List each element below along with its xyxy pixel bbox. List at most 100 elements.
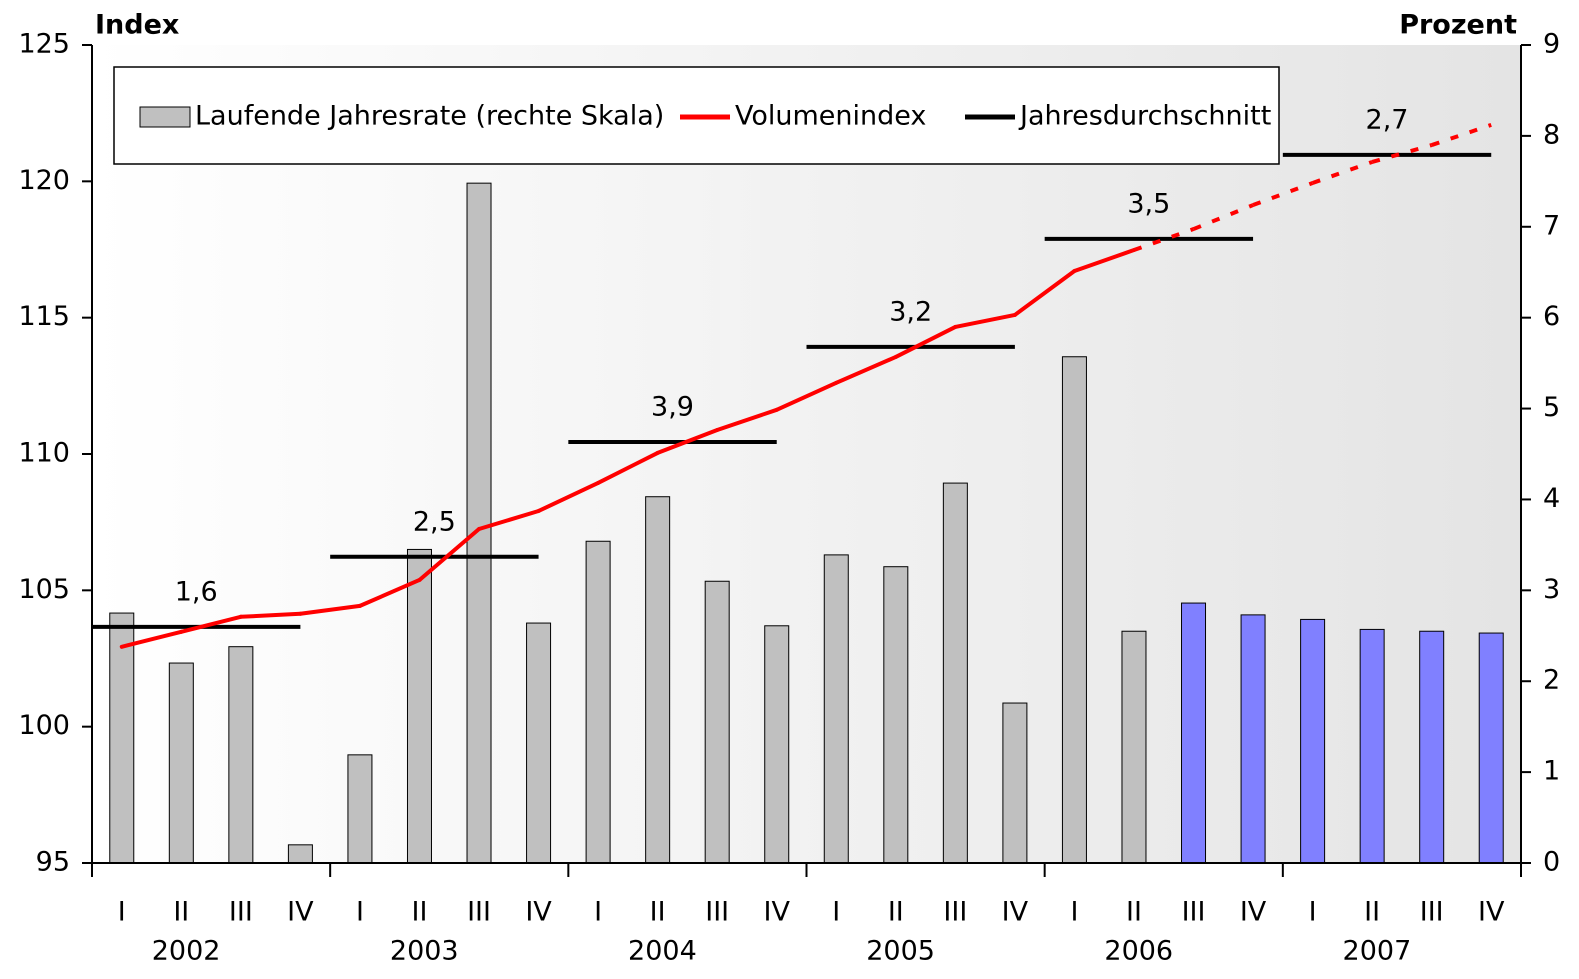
line-segment [953, 312, 1017, 329]
line-segment [298, 603, 362, 616]
y2-tick-label: 3 [1543, 574, 1560, 605]
bar [406, 548, 432, 864]
bar [1419, 630, 1445, 864]
x-tick-label: IV [764, 897, 791, 928]
x-tick-label: II [1364, 897, 1380, 928]
y-tick-label: 125 [18, 29, 70, 60]
bar [645, 496, 671, 864]
y2-axis-label: Prozent [1399, 10, 1517, 41]
y2-tick-label: 5 [1543, 392, 1560, 423]
line-segment [1072, 248, 1136, 274]
line-segment [596, 450, 660, 485]
x-tick-label: IV [1478, 897, 1505, 928]
y2-tick-label: 7 [1543, 210, 1560, 241]
x-tick-label: I [1309, 897, 1317, 928]
y2-tick-label: 6 [1543, 301, 1560, 332]
bar [466, 182, 492, 864]
x-tick-label: I [594, 897, 602, 928]
bar [704, 580, 730, 864]
x-tick-label: IV [287, 897, 314, 928]
line-segment [536, 480, 601, 513]
x-tick-label: III [229, 897, 253, 928]
legend-swatch [139, 106, 191, 128]
bar [823, 554, 849, 864]
line-segment [655, 428, 720, 455]
x-tick-label: I [356, 897, 364, 928]
x-tick-label: I [1070, 897, 1078, 928]
line-segment [357, 577, 422, 608]
plot-area [92, 45, 1521, 863]
bar [1002, 702, 1028, 864]
y-tick-label: 115 [18, 301, 70, 332]
bar [1240, 614, 1266, 864]
bar [109, 612, 135, 864]
x-tick-label: III [467, 897, 491, 928]
y2-tick-label: 9 [1543, 29, 1560, 60]
bar [764, 625, 790, 864]
y2-tick-label: 8 [1543, 119, 1560, 150]
year-label: 2006 [1104, 936, 1173, 967]
line-segment [417, 526, 482, 582]
bar [1478, 632, 1504, 864]
average-label: 2,5 [413, 506, 456, 537]
y-axis-label: Index [95, 10, 179, 41]
line-segment [1012, 269, 1077, 317]
x-tick-label: III [1182, 897, 1206, 928]
y-tick-label: 110 [18, 438, 70, 469]
line-segment [477, 508, 541, 531]
line-segment [179, 614, 243, 634]
x-tick-label: I [118, 897, 126, 928]
y2-tick-label: 4 [1543, 483, 1560, 514]
year-label: 2005 [866, 936, 935, 967]
legend-label: Volumenindex [735, 101, 926, 132]
x-tick-label: III [943, 897, 967, 928]
line-segment [715, 407, 779, 433]
bar [942, 482, 968, 864]
bar [1061, 356, 1087, 864]
bar [347, 754, 373, 864]
x-tick-label: I [832, 897, 840, 928]
x-tick-label: II [650, 897, 666, 928]
average-label: 3,5 [1127, 188, 1170, 219]
y-tick-label: 120 [18, 165, 70, 196]
bar [287, 844, 313, 864]
legend-label: Laufende Jahresrate (rechte Skala) [195, 101, 664, 132]
x-tick-label: III [705, 897, 729, 928]
bar [1300, 618, 1326, 864]
x-tick-label: II [1126, 897, 1142, 928]
bar [1181, 602, 1207, 864]
average-label: 2,7 [1366, 104, 1409, 135]
average-label: 3,2 [889, 296, 932, 327]
year-label: 2004 [628, 936, 697, 967]
x-tick-label: IV [1240, 897, 1267, 928]
bar [883, 566, 909, 864]
bar [585, 540, 611, 864]
bar [526, 622, 552, 864]
bar [168, 662, 194, 864]
y-tick-label: 95 [36, 847, 70, 878]
line-segment [774, 380, 839, 412]
y-tick-label: 105 [18, 574, 70, 605]
bar [228, 646, 254, 864]
x-tick-label: II [888, 897, 904, 928]
bar [1359, 628, 1385, 864]
year-label: 2007 [1343, 936, 1412, 967]
line-segment [238, 611, 303, 619]
average-label: 3,9 [651, 392, 694, 423]
line-segment [119, 629, 184, 649]
average-label: 1,6 [175, 576, 218, 607]
x-tick-label: IV [1002, 897, 1029, 928]
legend-label: Jahresdurchschnitt [1018, 101, 1271, 132]
year-label: 2003 [390, 936, 459, 967]
y2-tick-label: 0 [1543, 847, 1560, 878]
line-segment [834, 354, 898, 385]
bar [1121, 630, 1147, 864]
x-tick-label: II [173, 897, 189, 928]
y2-tick-label: 2 [1543, 665, 1560, 696]
x-tick-label: III [1420, 897, 1444, 928]
x-tick-label: IV [525, 897, 552, 928]
y2-tick-label: 1 [1543, 756, 1560, 787]
year-label: 2002 [152, 936, 221, 967]
line-segment [893, 324, 958, 359]
